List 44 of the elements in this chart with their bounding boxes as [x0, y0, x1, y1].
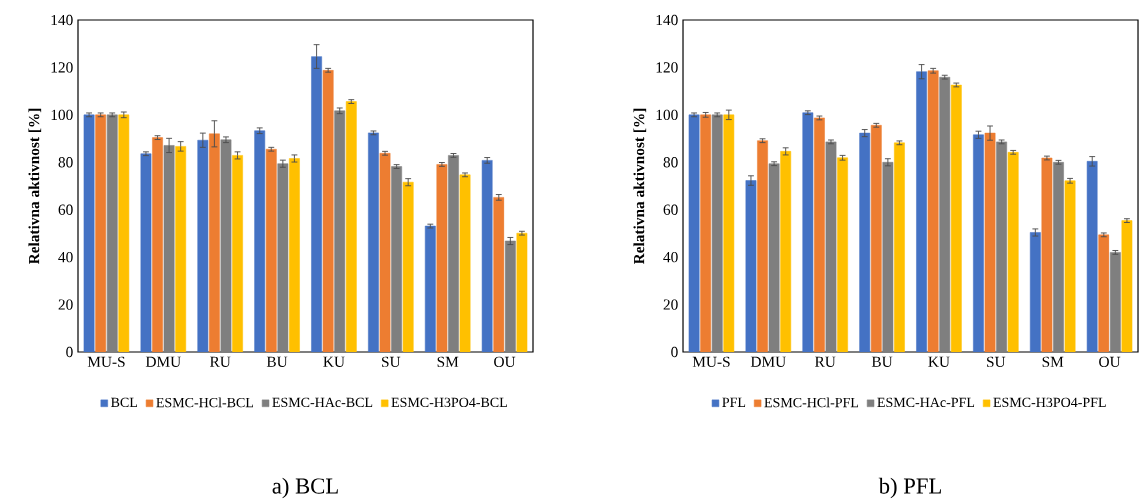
- x-tick-label: DMU: [145, 356, 181, 367]
- y-axis-title: Relativna aktivnost [%]: [28, 108, 42, 265]
- legend-label: ESMC-HCl-BCL: [156, 397, 254, 408]
- x-tick-label: SU: [987, 356, 1006, 368]
- y-tick-label: 100: [656, 109, 678, 121]
- legend-label: PFL: [722, 397, 746, 407]
- x-tick-label: RU: [209, 356, 231, 367]
- x-tick-label: KU: [928, 356, 950, 367]
- x-tick-label: BU: [266, 356, 288, 367]
- x-tick-label: DMU: [750, 356, 786, 367]
- x-tick-label: RU: [814, 356, 836, 367]
- y-tick-label: 60: [663, 204, 678, 215]
- y-tick-label: 40: [58, 251, 73, 263]
- y-tick-label: 140: [51, 14, 73, 26]
- y-tick-label: 40: [663, 251, 678, 263]
- x-tick-label: BU: [871, 356, 893, 367]
- x-tick-label: MU-S: [692, 356, 730, 368]
- x-tick-label: OU: [1099, 356, 1121, 368]
- text: b) PFL: [878, 477, 941, 499]
- legend-label: ESMC-HAc-BCL: [272, 397, 373, 408]
- x-tick-label: OU: [494, 356, 516, 368]
- x-tick-label: MU-S: [87, 356, 125, 368]
- x-tick-label: SM: [1042, 356, 1064, 368]
- y-tick-label: 0: [671, 346, 678, 358]
- y-axis-title: Relativna aktivnost [%]: [633, 108, 647, 265]
- y-tick-label: 140: [656, 14, 678, 26]
- legend-label: ESMC-HAc-PFL: [877, 397, 975, 408]
- y-tick-label: 0: [66, 346, 73, 358]
- y-tick-label: 20: [663, 299, 678, 310]
- x-tick-label: SM: [437, 356, 459, 368]
- legend-label: ESMC-HCl-PFL: [764, 397, 859, 408]
- y-tick-label: 80: [663, 157, 678, 168]
- x-tick-label: KU: [323, 356, 345, 367]
- y-tick-label: 20: [58, 299, 73, 310]
- legend-label: ESMC-H3PO4-PFL: [993, 397, 1106, 408]
- text: a) BCL: [272, 477, 338, 499]
- legend-label: BCL: [111, 397, 137, 408]
- y-tick-label: 100: [51, 109, 73, 121]
- y-tick-label: 60: [58, 204, 73, 215]
- x-tick-label: SU: [382, 356, 401, 368]
- y-tick-label: 80: [58, 157, 73, 168]
- y-tick-label: 120: [656, 62, 678, 73]
- legend-label: ESMC-H3PO4-BCL: [391, 397, 507, 408]
- y-tick-label: 120: [51, 62, 73, 73]
